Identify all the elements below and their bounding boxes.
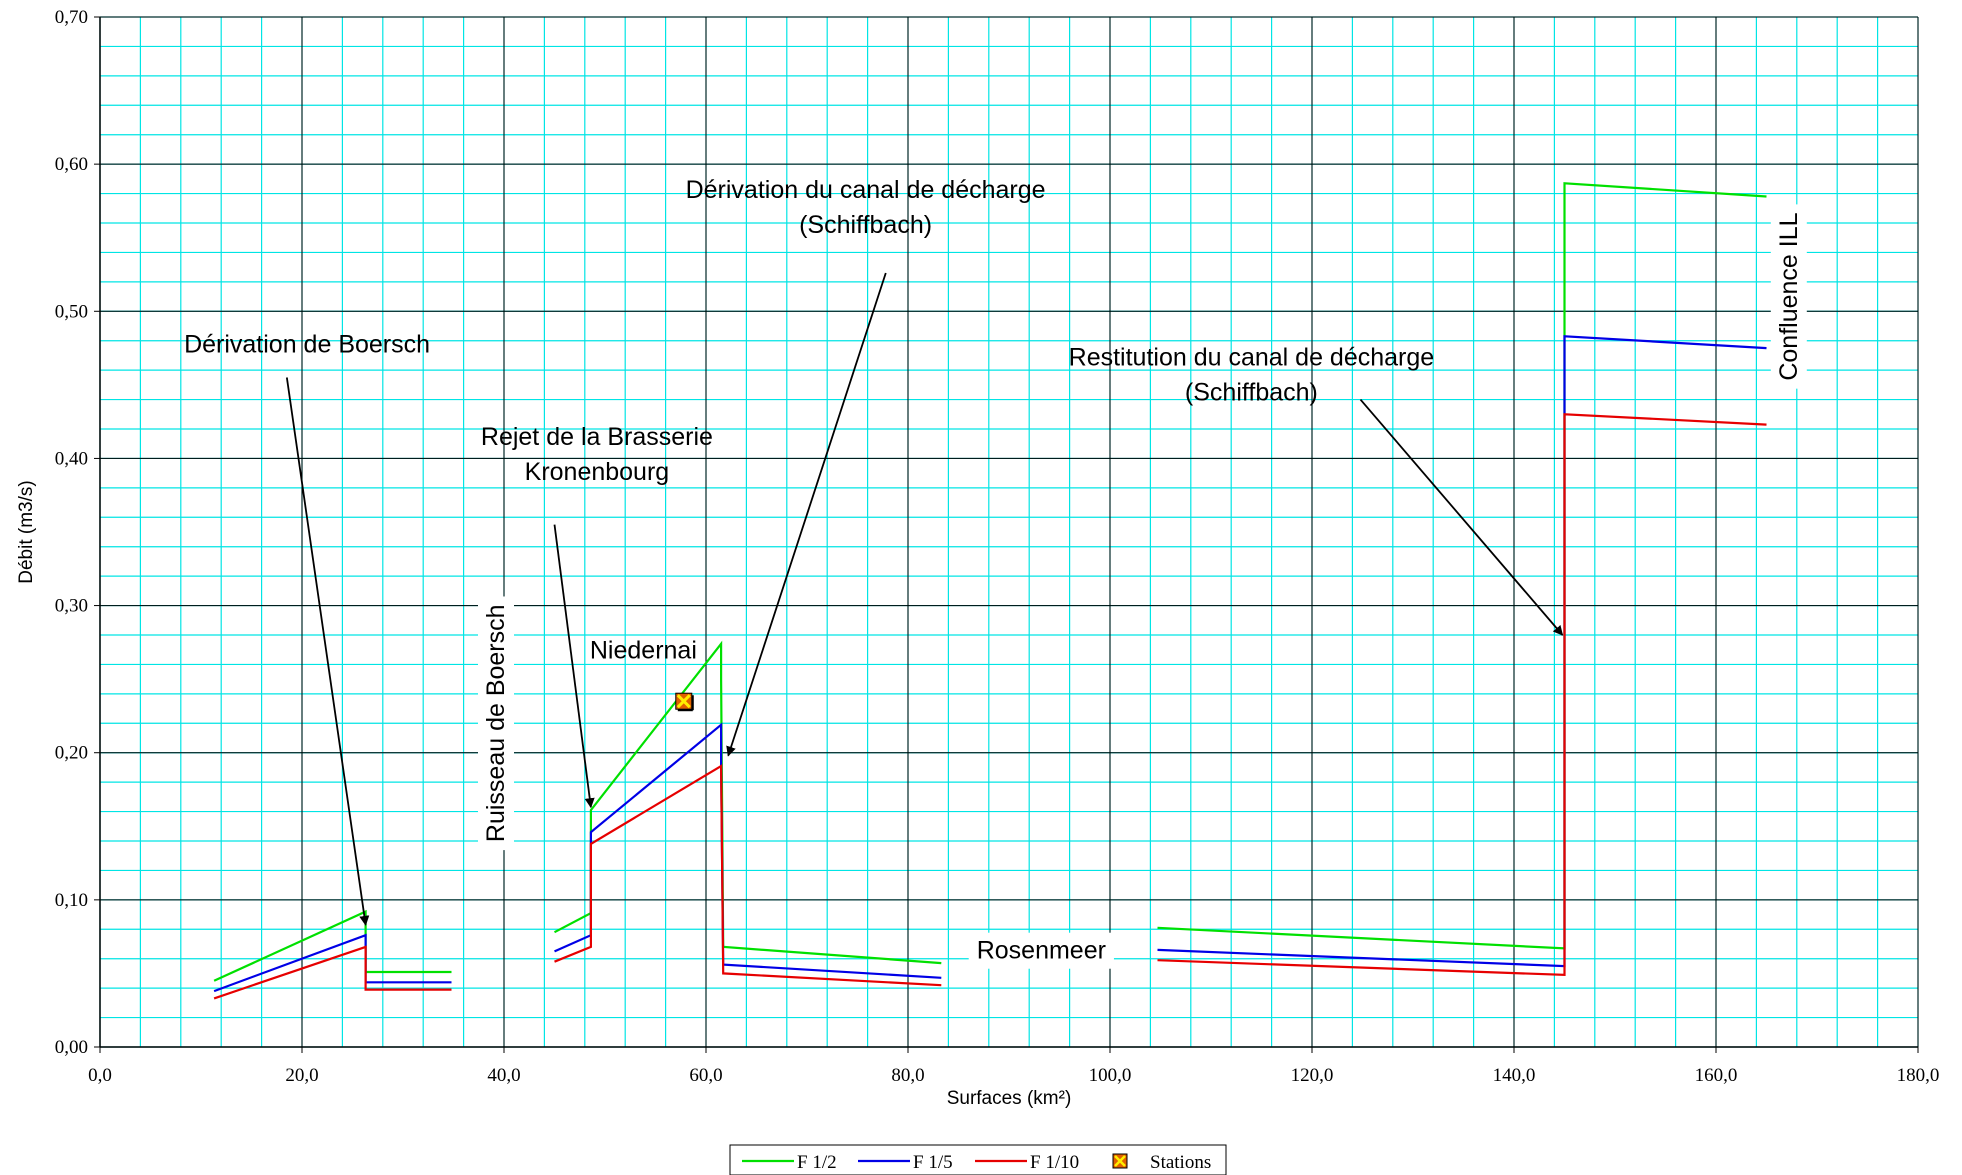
y-tick-label: 0,10 — [55, 890, 88, 911]
station-cross — [676, 694, 691, 709]
series-line-F110-0 — [213, 945, 452, 1000]
x-tick-labels: 0,0 20,0 40,0 60,0 80,0 100,0 120,0 140,0 160,0 1… — [88, 1047, 1939, 1086]
x-tick-label: 180,0 — [1897, 1065, 1940, 1086]
annotation-text: Dérivation de Boersch — [184, 330, 430, 358]
legend-label: F 1/10 — [1030, 1152, 1079, 1173]
x-tick-label: 160,0 — [1695, 1065, 1738, 1086]
y-tick-label: 0,50 — [55, 301, 88, 322]
station-marker — [675, 692, 694, 712]
annotation-arrow — [726, 272, 887, 757]
annotation-box — [968, 932, 1114, 969]
y-tick-labels: 0,00 0,10 0,20 0,30 0,40 0,50 0,60 0,70 — [55, 7, 100, 1058]
annotation-arrow — [1359, 398, 1564, 636]
annotation: Ruisseau de Boersch — [478, 596, 514, 851]
plot-area — [100, 17, 1918, 1047]
axes — [99, 16, 1919, 1048]
legend-label: F 1/2 — [797, 1152, 837, 1173]
annotation-layer: Dérivation de Boersch Rejet de la Brasser… — [184, 176, 1807, 969]
x-axis-title: Surfaces (km²) — [947, 1088, 1072, 1109]
annotation-text: Kronenbourg — [525, 458, 670, 486]
annotation-box — [478, 596, 514, 851]
series-line-F110-2 — [1157, 413, 1767, 977]
annotation-text: Confluence ILL — [1775, 212, 1803, 380]
legend-items: F 1/2 F 1/5 F 1/10 Stations — [742, 1152, 1211, 1173]
series-layer — [213, 182, 1767, 1000]
x-tick-label: 120,0 — [1291, 1065, 1334, 1086]
annotation-text: Rejet de la Brasserie — [481, 423, 713, 451]
y-axis-title: Débit (m3/s) — [16, 480, 37, 583]
y-tick-label: 0,40 — [55, 448, 88, 469]
legend-box — [729, 1144, 1227, 1175]
annotation-text: Ruisseau de Boersch — [482, 604, 510, 842]
x-tick-label: 100,0 — [1089, 1065, 1132, 1086]
annotation-text: (Schiffbach) — [799, 211, 932, 239]
annotation: Rejet de la Brasserie Kronenbourg — [481, 423, 713, 486]
annotation: Dérivation du canal de décharge (Schiffba… — [686, 176, 1046, 239]
x-tick-label: 40,0 — [487, 1065, 520, 1086]
y-tick-label: 0,30 — [55, 596, 88, 617]
y-tick-label: 0,60 — [55, 154, 88, 175]
annotation-text: Rosenmeer — [977, 937, 1106, 965]
annotation: Dérivation de Boersch — [184, 330, 430, 358]
x-tick-label: 60,0 — [689, 1065, 722, 1086]
legend-label: F 1/5 — [913, 1152, 953, 1173]
annotation: Niedernai — [590, 637, 697, 665]
y-tick-label: 0,00 — [55, 1037, 88, 1058]
legend-label: Stations — [1150, 1152, 1211, 1173]
x-tick-label: 80,0 — [891, 1065, 924, 1086]
series-line-F110-1 — [554, 764, 942, 987]
x-tick-label: 140,0 — [1493, 1065, 1536, 1086]
y-tick-label: 0,70 — [55, 7, 88, 28]
annotation-arrow — [553, 524, 595, 809]
legend-station-marker — [1112, 1153, 1128, 1169]
annotation-text: Dérivation du canal de décharge — [686, 176, 1046, 204]
annotation-box — [1770, 204, 1807, 389]
legend-station-cross — [1114, 1155, 1126, 1167]
y-tick-label: 0,20 — [55, 743, 88, 764]
annotation: Restitution du canal de décharge (Schiffb… — [1069, 344, 1435, 407]
x-tick-label: 0,0 — [88, 1065, 112, 1086]
annotation: Confluence ILL — [1770, 204, 1807, 389]
annotation-arrow — [285, 377, 370, 926]
legend: F 1/2 F 1/5 F 1/10 Stations — [729, 1144, 1227, 1175]
station-layer — [675, 692, 694, 712]
annotation-text: Niedernai — [590, 637, 697, 665]
annotation: Rosenmeer — [968, 932, 1114, 969]
annotation-text: (Schiffbach) — [1185, 379, 1318, 407]
annotation-text: Restitution du canal de décharge — [1069, 344, 1435, 372]
x-tick-label: 20,0 — [285, 1065, 318, 1086]
